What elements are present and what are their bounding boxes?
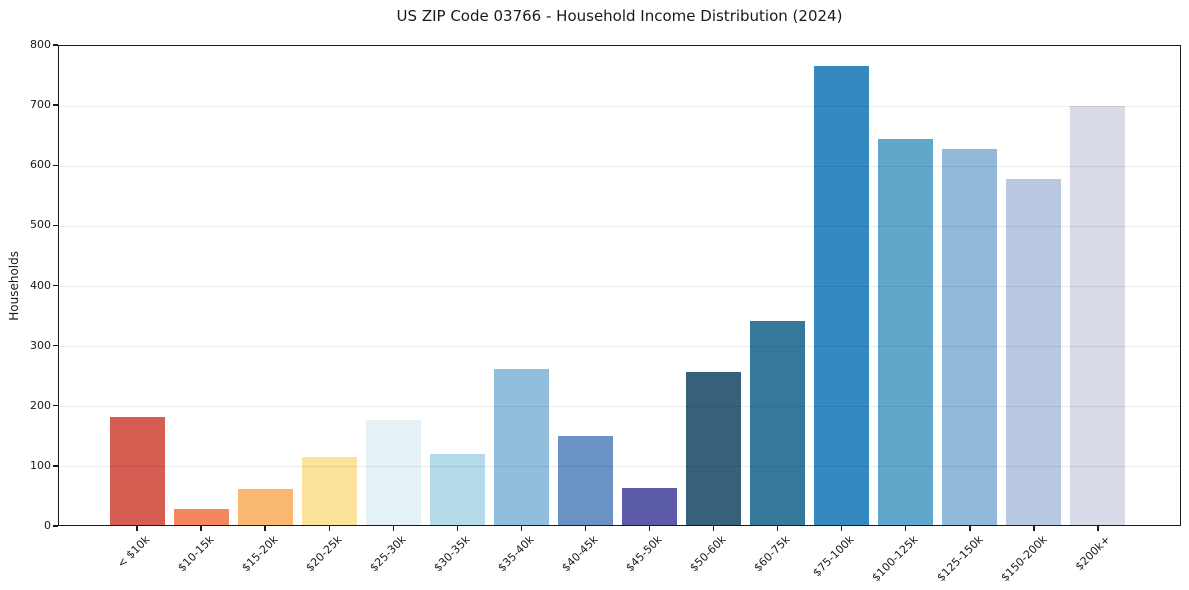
- bar-column: [745, 46, 809, 525]
- bars-container: [59, 46, 1180, 525]
- y-tick-mark: [53, 525, 58, 527]
- y-tick-mark: [53, 44, 58, 46]
- y-tick-mark: [53, 164, 58, 166]
- bar: [430, 454, 486, 525]
- x-tick-mark: [136, 526, 138, 531]
- y-tick-mark: [53, 465, 58, 467]
- x-tick-label: $100-125k: [869, 533, 921, 585]
- y-tick-mark: [53, 104, 58, 106]
- x-tick-mark: [841, 526, 843, 531]
- bar-column: [170, 46, 234, 525]
- bar-column: [681, 46, 745, 525]
- x-tick-mark: [392, 526, 394, 531]
- bar-column: [554, 46, 618, 525]
- bar: [558, 436, 614, 525]
- x-tick-mark: [584, 526, 587, 531]
- x-tick-label: < $10k: [114, 533, 153, 571]
- bar: [302, 456, 358, 525]
- x-tick-label: $45-50k: [623, 533, 665, 575]
- y-tick-mark: [53, 284, 58, 287]
- x-tick-label: $10-15k: [175, 533, 217, 575]
- y-tick-label: 200: [30, 398, 51, 412]
- x-tick-mark: [1097, 526, 1099, 531]
- y-tick-label: 600: [30, 158, 51, 172]
- bar: [110, 417, 166, 525]
- x-tick-label: $60-75k: [751, 533, 793, 575]
- x-tick-label: $20-25k: [303, 533, 345, 575]
- bar: [1005, 178, 1061, 525]
- chart-title: US ZIP Code 03766 - Household Income Dis…: [396, 7, 843, 25]
- x-tick-mark: [328, 526, 330, 531]
- bar-column: [490, 46, 554, 525]
- x-tick-mark: [712, 526, 715, 531]
- x-tick-mark: [200, 526, 202, 531]
- bar-column: [362, 46, 426, 525]
- y-tick-label: 700: [30, 98, 51, 112]
- x-tick-mark: [520, 526, 523, 531]
- bar-column: [106, 46, 170, 525]
- x-tick-label: $30-35k: [431, 533, 473, 575]
- x-tick-label: $35-40k: [495, 533, 537, 575]
- y-tick-label: 300: [30, 338, 51, 352]
- y-tick-label: 400: [30, 278, 51, 292]
- y-tick-label: 0: [44, 519, 51, 532]
- y-tick-label: 100: [30, 458, 51, 472]
- bar: [366, 419, 422, 525]
- bar: [685, 371, 741, 525]
- x-tick-label: $75-100k: [810, 533, 857, 580]
- bar-column: [1001, 46, 1065, 525]
- bar: [238, 489, 294, 525]
- bar-column: [298, 46, 362, 525]
- x-tick-mark: [264, 526, 266, 531]
- x-tick-label: $50-60k: [687, 533, 729, 575]
- bar-column: [937, 46, 1001, 525]
- x-tick-mark: [905, 526, 907, 531]
- plot-area: [58, 45, 1181, 526]
- bar: [174, 509, 230, 525]
- y-tick-label: 800: [30, 38, 51, 51]
- x-tick-label: $15-20k: [239, 533, 281, 575]
- x-tick-label: $200k+: [1073, 533, 1114, 574]
- x-tick-label: $25-30k: [367, 533, 409, 575]
- x-tick-mark: [1033, 526, 1035, 531]
- y-tick-mark: [53, 405, 58, 407]
- x-tick-mark: [648, 526, 651, 531]
- x-tick-mark: [456, 526, 459, 531]
- bar-column: [873, 46, 937, 525]
- y-tick-mark: [53, 344, 58, 347]
- x-tick-mark: [776, 526, 779, 531]
- bar-column: [426, 46, 490, 525]
- y-tick-mark: [53, 224, 58, 227]
- x-tick-mark: [969, 526, 971, 531]
- bar: [877, 139, 933, 525]
- bar: [749, 321, 805, 525]
- y-tick-label: 500: [30, 218, 51, 232]
- bar-column: [809, 46, 873, 525]
- bar: [621, 487, 677, 525]
- bar-column: [1065, 46, 1129, 525]
- bar: [813, 66, 869, 525]
- bar-column: [618, 46, 682, 525]
- x-tick-label: $150-200k: [997, 533, 1050, 585]
- bar: [941, 149, 997, 525]
- x-tick-label: $125-150k: [933, 533, 986, 585]
- bar: [1069, 106, 1125, 525]
- bar-column: [234, 46, 298, 525]
- bar: [494, 369, 550, 525]
- x-tick-label: $40-45k: [559, 533, 601, 575]
